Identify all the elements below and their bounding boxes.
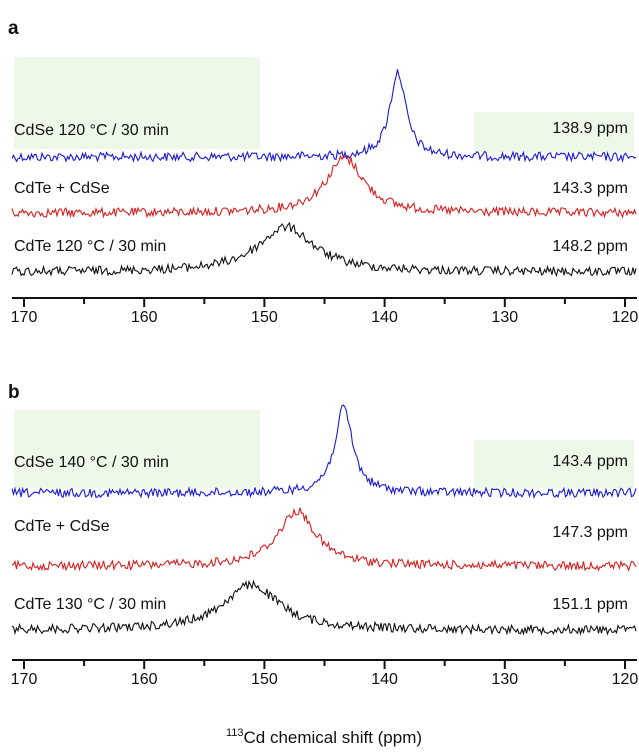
x-tick-label: 150	[251, 671, 278, 688]
spectrum-line	[11, 69, 637, 164]
spectrum-line	[11, 579, 637, 636]
x-tick-label: 120	[612, 309, 639, 326]
x-tick-label: 130	[491, 671, 518, 688]
series-name: CdTe 130 °C / 30 min	[14, 596, 166, 613]
label-background	[14, 410, 260, 488]
label-background	[474, 440, 634, 488]
spectrum-line	[11, 404, 637, 500]
peak-label: 148.2 ppm	[552, 238, 628, 255]
series-name: CdSe 140 °C / 30 min	[14, 454, 169, 471]
x-tick-label: 170	[11, 671, 38, 688]
x-tick-label: 150	[251, 309, 278, 326]
peak-label: 151.1 ppm	[552, 596, 628, 613]
x-tick-label: 120	[612, 671, 639, 688]
x-tick-label: 140	[371, 671, 398, 688]
label-background	[14, 57, 260, 149]
peak-label: 143.4 ppm	[552, 453, 628, 470]
x-tick-label: 160	[131, 671, 158, 688]
series-name: CdTe + CdSe	[14, 180, 110, 197]
series-name: CdTe + CdSe	[14, 518, 110, 535]
panel-b: b CdSe 140 °C / 30 min 143.4 ppm CdTe + CdS…	[8, 382, 638, 688]
spectrum-line	[11, 154, 637, 219]
x-tick-label: 170	[11, 309, 38, 326]
panel-a: a CdSe 120 °C / 30 min 138.9 ppm CdTe + CdS…	[8, 18, 638, 326]
label-background	[474, 112, 634, 152]
peak-label: 143.3 ppm	[552, 180, 628, 197]
x-tick-label: 140	[371, 309, 398, 326]
series-name: CdTe 120 °C / 30 min	[14, 238, 166, 255]
series-name: CdSe 120 °C / 30 min	[14, 122, 169, 139]
panel-letter: a	[8, 18, 19, 39]
x-tick-label: 130	[491, 309, 518, 326]
peak-label: 138.9 ppm	[552, 120, 628, 137]
x-axis-label: 113Cd chemical shift (ppm)	[226, 727, 422, 747]
x-axis-label-superscript: 113	[226, 727, 244, 739]
spectrum-line	[11, 221, 637, 278]
spectrum-line	[11, 507, 637, 572]
panel-letter: b	[8, 382, 20, 403]
x-tick-label: 160	[131, 309, 158, 326]
x-axis-label-text: Cd chemical shift (ppm)	[243, 728, 422, 747]
peak-label: 147.3 ppm	[552, 524, 628, 541]
